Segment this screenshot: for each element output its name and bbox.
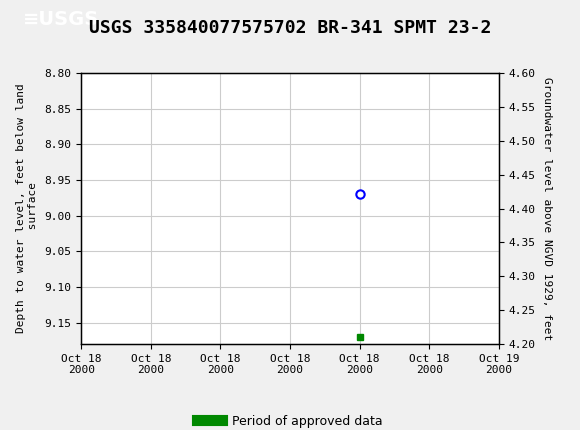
Text: USGS 335840077575702 BR-341 SPMT 23-2: USGS 335840077575702 BR-341 SPMT 23-2: [89, 19, 491, 37]
Text: ≡USGS: ≡USGS: [23, 10, 99, 29]
Y-axis label: Depth to water level, feet below land
 surface: Depth to water level, feet below land su…: [16, 84, 38, 333]
Y-axis label: Groundwater level above NGVD 1929, feet: Groundwater level above NGVD 1929, feet: [542, 77, 553, 340]
Legend: Period of approved data: Period of approved data: [192, 409, 388, 430]
